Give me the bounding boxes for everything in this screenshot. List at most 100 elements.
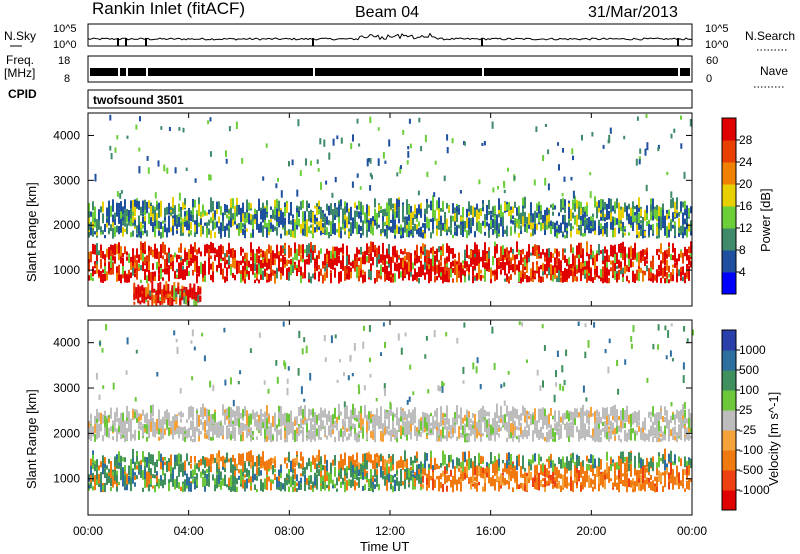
heatmap-cell: [630, 480, 632, 488]
heatmap-cell: [165, 294, 168, 300]
heatmap-cell: [358, 257, 360, 262]
heatmap-cell: [298, 462, 300, 469]
heatmap-cell: [588, 475, 590, 479]
heatmap-cell: [265, 143, 268, 148]
heatmap-cell: [592, 479, 594, 485]
heatmap-cell: [114, 417, 116, 427]
heatmap-cell: [350, 470, 352, 478]
heatmap-cell: [196, 473, 198, 485]
heatmap-cell: [171, 301, 174, 306]
heatmap-cell: [194, 476, 196, 482]
heatmap-cell: [458, 224, 460, 229]
heatmap-cell: [502, 245, 504, 255]
heatmap-cell: [236, 478, 238, 485]
heatmap-cell: [370, 263, 372, 274]
heatmap-cell: [464, 221, 466, 229]
heatmap-cell: [268, 461, 270, 469]
heatmap-cell: [568, 482, 570, 487]
heatmap-cell: [432, 206, 434, 218]
heatmap-cell: [632, 481, 634, 485]
heatmap-cell: [216, 249, 218, 258]
heatmap-cell: [600, 223, 602, 233]
heatmap-cell: [530, 459, 532, 465]
heatmap-cell: [686, 460, 688, 466]
heatmap-cell: [142, 224, 144, 229]
heatmap-cell: [326, 484, 328, 489]
heatmap-cell: [164, 244, 166, 255]
heatmap-cell: [664, 278, 666, 284]
heatmap-cell: [574, 274, 576, 278]
heatmap-cell: [276, 267, 278, 279]
heatmap-cell: [412, 219, 414, 225]
heatmap-cell: [220, 456, 222, 462]
heatmap-cell: [96, 418, 98, 423]
heatmap-cell: [130, 480, 132, 492]
heatmap-cell: [650, 275, 652, 282]
heatmap-cell: [133, 292, 136, 301]
heatmap-cell: [112, 475, 114, 488]
heatmap-cell: [288, 221, 290, 225]
heatmap-cell: [678, 227, 680, 232]
heatmap-cell: [308, 272, 310, 280]
heatmap-cell: [230, 266, 232, 275]
heatmap-cell: [128, 420, 130, 424]
heatmap-cell: [644, 473, 646, 479]
heatmap-cell: [228, 228, 230, 238]
heatmap-cell: [494, 269, 496, 282]
heatmap-cell: [444, 223, 446, 232]
heatmap-cell: [348, 254, 350, 265]
heatmap-cell: [494, 479, 496, 491]
heatmap-cell: [628, 451, 630, 464]
heatmap-cell: [360, 207, 362, 211]
heatmap-cell: [688, 246, 690, 254]
heatmap-cell: [88, 429, 90, 437]
heatmap-cell: [558, 212, 560, 217]
heatmap-cell: [278, 476, 280, 481]
heatmap-cell: [198, 222, 200, 227]
heatmap-cell: [550, 480, 552, 484]
heatmap-cell: [356, 118, 359, 124]
heatmap-cell: [350, 461, 352, 472]
heatmap-cell: [126, 251, 128, 256]
heatmap-cell: [600, 213, 602, 217]
heatmap-cell: [660, 457, 662, 462]
heatmap-cell: [191, 288, 194, 300]
heatmap-cell: [512, 467, 514, 479]
heatmap-cell: [398, 199, 400, 208]
heatmap-cell: [422, 483, 424, 489]
heatmap-cell: [409, 143, 412, 149]
heatmap-cell: [360, 233, 362, 238]
heatmap-cell: [682, 469, 684, 477]
heatmap-cell: [184, 466, 186, 476]
heatmap-cell: [639, 148, 642, 154]
heatmap-cell: [528, 461, 530, 470]
heatmap-cell: [88, 259, 90, 263]
heatmap-cell: [402, 260, 404, 268]
heatmap-cell: [452, 204, 454, 214]
heatmap-cell: [388, 215, 390, 227]
heatmap-cell: [536, 472, 538, 480]
heatmap-cell: [528, 467, 530, 479]
heatmap-cell: [148, 452, 150, 464]
heatmap-cell: [656, 476, 658, 488]
heatmap-cell: [590, 226, 592, 234]
heatmap-cell: [374, 213, 376, 223]
heatmap-cell: [262, 451, 264, 463]
heatmap-cell: [686, 252, 688, 259]
heatmap-cell: [496, 269, 498, 276]
heatmap-cell: [344, 468, 346, 476]
heatmap-cell: [484, 214, 486, 221]
heatmap-cell: [532, 247, 534, 256]
heatmap-cell: [402, 251, 404, 255]
heatmap-cell: [320, 268, 322, 276]
heatmap-cell: [102, 435, 104, 442]
heatmap-cell: [602, 476, 604, 480]
freq-gap: [313, 66, 315, 80]
heatmap-cell: [576, 475, 578, 482]
heatmap-cell: [336, 246, 338, 257]
heatmap-cell: [182, 224, 184, 233]
heatmap-cell: [688, 272, 690, 280]
heatmap-cell: [544, 264, 546, 275]
heatmap-cell: [448, 226, 450, 232]
heatmap-cell: [634, 467, 636, 475]
